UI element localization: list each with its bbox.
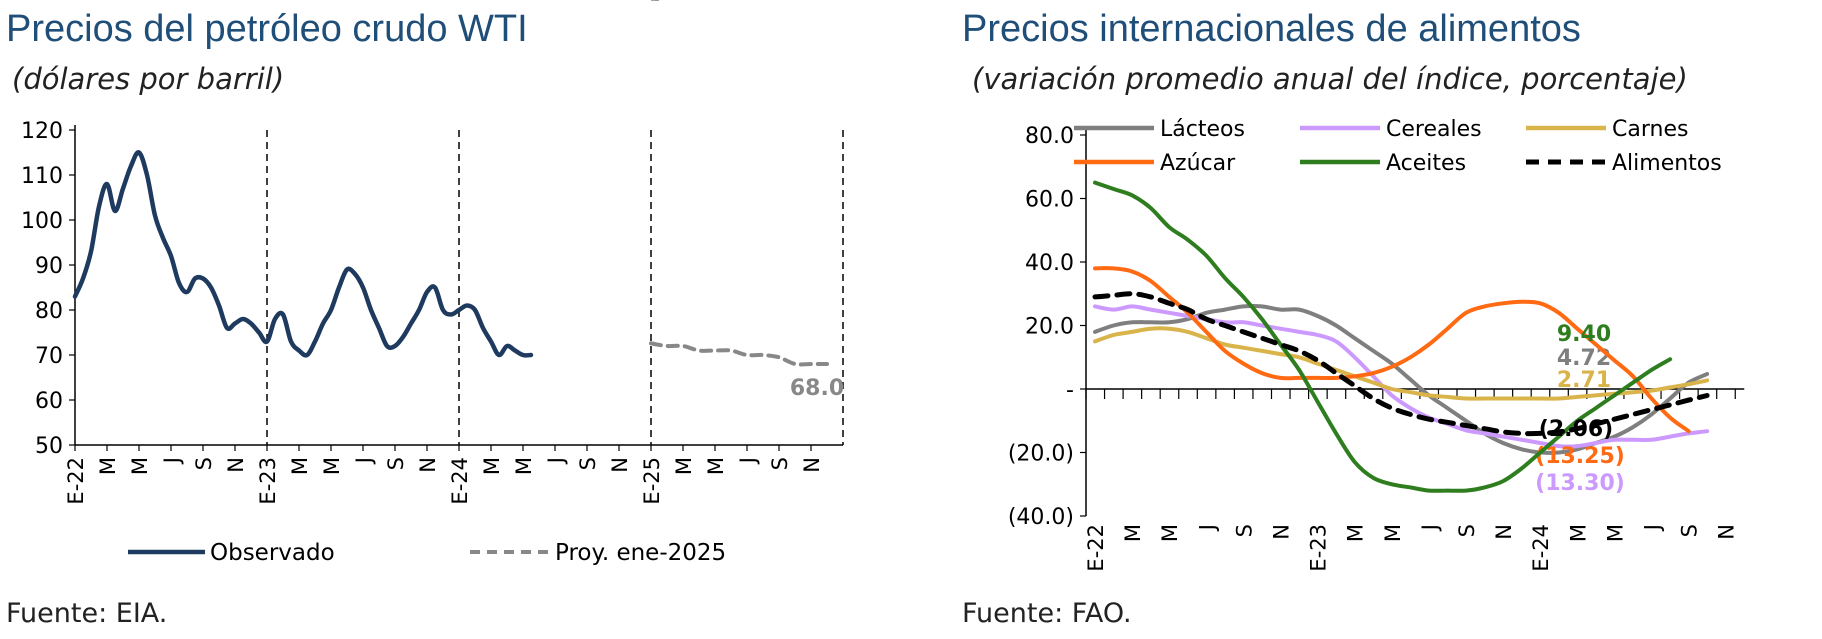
left-y-tick-label: 110 [21,164,63,189]
left-y-tick-label: 120 [21,119,63,144]
legend-carnes-label: Carnes [1612,117,1688,142]
left-x-tick-label: M [96,457,120,475]
wti-proyeccion-end-label: 68.0 [790,376,844,401]
left-chart-subtitle: (dólares por barril) [12,62,285,96]
left-x-tick-label: S [576,457,600,470]
right-y-tick-label: 80.0 [1025,124,1074,149]
right-x-tick-label: N [1492,524,1516,540]
series-azucar-end-label: (13.25) [1535,444,1625,469]
right-y-tick-label: (40.0) [1008,505,1074,530]
right-y-tick-label: - [1066,378,1074,403]
left-chart-title: Precios del petróleo crudo WTI [6,8,528,50]
left-x-tick-label: E-23 [256,457,280,505]
legend-proyeccion-label: Proy. ene-2025 [555,540,726,566]
wti-observado-line [72,150,534,358]
legend-azucar-label: Azúcar [1160,151,1236,176]
series-aceites-line [1093,180,1673,493]
left-y-tick-label: 50 [35,434,63,459]
left-x-tick-label: J [736,457,760,465]
right-x-tick-label: M [1603,524,1627,542]
series-lacteos-line [1093,304,1710,455]
left-y-tick-label: 80 [35,299,63,324]
series-azucar-line [1093,266,1691,434]
left-y-tick-label: 90 [35,254,63,279]
left-x-tick-label: E-25 [640,457,664,505]
right-x-tick-label: M [1566,524,1590,542]
left-x-tick-label: S [192,457,216,470]
left-x-tick-label: M [128,457,152,475]
right-x-tick-label: E-23 [1307,524,1331,572]
left-x-tick-label: M [512,457,536,475]
left-x-tick-label: N [608,457,632,473]
right-x-tick-label: M [1381,524,1405,542]
right-x-tick-label: J [1195,524,1219,532]
left-x-tick-label: J [160,457,184,465]
right-x-tick-label: S [1455,524,1479,537]
left-x-tick-label: M [288,457,312,475]
series-carnes-end-label: 2.71 [1557,368,1611,393]
wti-proyeccion-line [649,341,829,367]
right-y-tick-label: (20.0) [1008,442,1074,467]
right-x-tick-label: S [1232,524,1256,537]
left-y-tick-label: 100 [21,209,63,234]
legend-alimentos-label: Alimentos [1612,151,1722,176]
left-x-tick-label: M [672,457,696,475]
left-y-tick-label: 60 [35,389,63,414]
left-x-tick-label: N [800,457,824,473]
series-cereales-end-label: (13.30) [1535,471,1625,496]
right-x-tick-label: M [1158,524,1182,542]
right-x-tick-label: N [1270,524,1294,540]
right-y-tick-label: 40.0 [1025,251,1074,276]
left-y-tick-label: 70 [35,344,63,369]
left-x-tick-label: M [704,457,728,475]
series-alimentos-line [1092,291,1710,437]
left-x-tick-label: M [320,457,344,475]
left-x-tick-label: E-24 [448,457,472,505]
series-alimentos-end-label: (2.06) [1539,417,1613,442]
left-x-tick-label: J [352,457,376,465]
series-carnes-line [1093,326,1710,401]
right-chart-title: Precios internacionales de alimentos [962,8,1581,50]
left-x-tick-label: N [416,457,440,473]
legend-lacteos-label: Lácteos [1160,117,1245,142]
right-y-tick-label: 60.0 [1025,188,1074,213]
series-cereales-line [1093,304,1710,449]
left-x-tick-label: N [224,457,248,473]
right-x-tick-label: M [1121,524,1145,542]
right-chart-subtitle: (variación promedio anual del índice, po… [972,62,1688,96]
right-x-tick-label: M [1344,524,1368,542]
left-chart-source: Fuente: EIA. [6,598,168,629]
left-x-tick-label: E-22 [64,457,88,505]
right-x-tick-label: N [1715,524,1739,540]
series-aceites-end-label: 9.40 [1557,322,1611,347]
right-x-tick-label: J [1418,524,1442,532]
right-x-tick-label: S [1678,524,1702,537]
right-x-tick-label: J [1641,524,1665,532]
right-x-tick-label: E-24 [1529,524,1553,572]
legend-aceites-label: Aceites [1386,151,1466,176]
right-x-tick-label: E-22 [1084,524,1108,572]
wti-observado-end-label: 70.1 [634,0,688,6]
left-x-tick-label: S [384,457,408,470]
right-chart: 80.060.040.020.0-(20.0)(40.0)E-22 M M J S N E-… [1008,117,1745,572]
left-x-tick-label: S [768,457,792,470]
left-x-tick-label: J [544,457,568,465]
legend-observado-label: Observado [210,540,335,566]
right-chart-source: Fuente: FAO. [962,598,1132,629]
left-x-tick-label: M [480,457,504,475]
legend-cereales-label: Cereales [1386,117,1482,142]
right-y-tick-label: 20.0 [1025,315,1074,340]
